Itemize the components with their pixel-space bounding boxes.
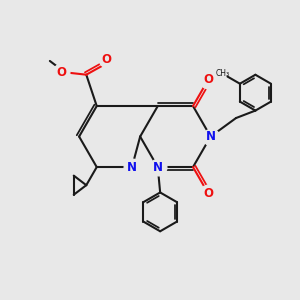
Text: O: O [102,53,112,66]
Text: N: N [127,160,137,174]
Text: CH₃: CH₃ [216,69,230,78]
Text: N: N [206,130,216,143]
Text: O: O [203,187,213,200]
Text: N: N [153,160,163,174]
Text: O: O [203,74,213,86]
Text: O: O [56,66,66,79]
